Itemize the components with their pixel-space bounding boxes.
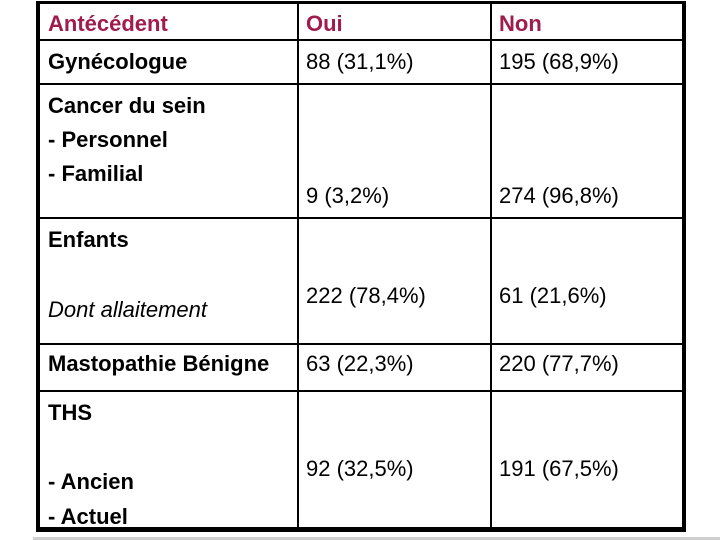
enfants-non: 61 (21,6%)	[499, 283, 607, 308]
row-mastopathie-oui: 63 (22,3%)	[299, 345, 492, 392]
header-antecedent: Antécédent	[40, 4, 299, 41]
row-ths-oui: 92 (32,5%) 76 (28,3%) 16 (5,6%)	[299, 392, 492, 527]
row-mastopathie-label: Mastopathie Bénigne	[40, 345, 299, 392]
row-ths-label: THS - Ancien - Actuel	[40, 392, 299, 527]
antecedents-table: Antécédent Oui Non Gynécologue 88 (31,1%…	[36, 1, 686, 532]
row-enfants-label: Enfants Dont allaitement	[40, 219, 299, 345]
header-non: Non	[492, 4, 682, 41]
row-mastopathie-non: 220 (77,7%)	[492, 345, 682, 392]
row-cancer-label: Cancer du sein - Personnel - Familial	[40, 85, 299, 219]
row-gynecologue-non: 195 (68,9%)	[492, 41, 682, 85]
row-gynecologue-label: Gynécologue	[40, 41, 299, 85]
ths-oui: 92 (32,5%)	[306, 456, 414, 481]
enfants-label: Enfants	[48, 227, 129, 252]
cancer-familial-label: - Familial	[48, 161, 144, 186]
ths-label: THS	[48, 400, 92, 425]
cancer-personnel-non: 274 (96,8%)	[499, 183, 619, 208]
row-ths-non: 191 (67,5%)	[492, 392, 682, 527]
ths-actuel-label: - Actuel	[48, 504, 128, 527]
header-oui: Oui	[299, 4, 492, 41]
ths-ancien-label: - Ancien	[48, 469, 134, 494]
cancer-title: Cancer du sein	[48, 93, 206, 118]
row-gynecologue-oui: 88 (31,1%)	[299, 41, 492, 85]
row-enfants-non: 61 (21,6%)	[492, 219, 682, 345]
enfants-allaitement-label: Dont allaitement	[48, 297, 207, 322]
cancer-personnel-oui: 9 (3,2%)	[306, 183, 390, 208]
cancer-personnel-label: - Personnel	[48, 127, 168, 152]
row-enfants-oui: 222 (78,4%) 157 (70,7% sur 222)	[299, 219, 492, 345]
ths-non: 191 (67,5%)	[499, 456, 619, 481]
enfants-oui: 222 (78,4%)	[306, 283, 426, 308]
row-cancer-oui: 9 (3,2%) 52 (18,4%)	[299, 85, 492, 219]
row-cancer-non: 274 (96,8%) 231 (81,6%)	[492, 85, 682, 219]
slide-bottom-edge	[33, 537, 720, 540]
